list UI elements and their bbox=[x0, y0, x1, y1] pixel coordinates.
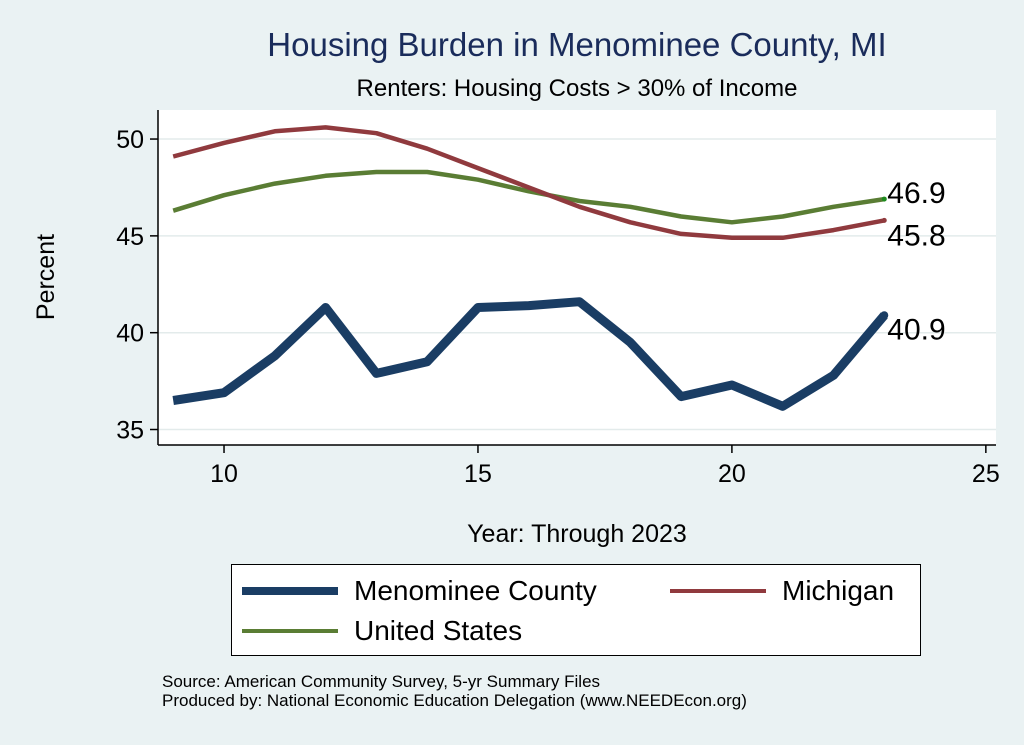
series-line-menominee-county bbox=[172, 297, 888, 411]
axes-layer: 35 40 45 50 10 15 20 25 bbox=[116, 110, 1000, 488]
x-tick-label: 20 bbox=[718, 460, 746, 488]
y-axis-title: Percent bbox=[32, 234, 60, 320]
x-tick-label: 25 bbox=[972, 460, 1000, 488]
series-layer bbox=[172, 125, 889, 411]
legend-label-menominee: Menominee County bbox=[354, 575, 597, 606]
series-line-michigan bbox=[172, 125, 885, 241]
y-tick-label: 50 bbox=[116, 126, 144, 154]
series-end-point-menominee-county bbox=[880, 311, 889, 320]
chart-subtitle: Renters: Housing Costs > 30% of Income bbox=[356, 75, 798, 102]
legend-swatch-united-states bbox=[242, 629, 338, 633]
x-tick-label: 10 bbox=[210, 460, 238, 488]
grid-layer bbox=[158, 138, 996, 431]
legend-swatch-michigan bbox=[670, 589, 766, 593]
series-line-united-states bbox=[172, 169, 885, 225]
legend-swatch-menominee bbox=[242, 587, 338, 595]
legend: Menominee County Michigan United States bbox=[231, 564, 921, 656]
end-label-michigan: 45.8 bbox=[887, 219, 945, 252]
y-tick-label: 40 bbox=[116, 320, 144, 348]
plot-area bbox=[158, 110, 996, 445]
end-label-menominee-county: 40.9 bbox=[887, 313, 945, 346]
end-label-united-states: 46.9 bbox=[887, 177, 945, 210]
series-end-point-united-states bbox=[881, 196, 887, 202]
source-note: Source: American Community Survey, 5-yr … bbox=[162, 672, 747, 710]
x-tick-label: 15 bbox=[464, 460, 492, 488]
chart-title: Housing Burden in Menominee County, MI bbox=[267, 26, 887, 63]
legend-item-menominee: Menominee County bbox=[242, 575, 597, 607]
y-tick-label: 45 bbox=[116, 223, 144, 251]
series-end-point-michigan bbox=[881, 217, 887, 223]
legend-item-michigan: Michigan bbox=[670, 575, 894, 607]
chart-svg: 35 40 45 50 10 15 20 25 46.9 45.8 40.9 Year: Thro… bbox=[32, 110, 1000, 548]
legend-label-michigan: Michigan bbox=[782, 575, 895, 606]
legend-label-united-states: United States bbox=[354, 615, 523, 646]
source-line: Source: American Community Survey, 5-yr … bbox=[162, 672, 601, 691]
y-tick-label: 35 bbox=[116, 417, 144, 445]
legend-item-united-states: United States bbox=[242, 615, 522, 647]
labels-layer: 46.9 45.8 40.9 bbox=[887, 177, 945, 346]
x-axis-title: Year: Through 2023 bbox=[467, 520, 687, 548]
produced-by-line: Produced by: National Economic Education… bbox=[162, 691, 747, 710]
